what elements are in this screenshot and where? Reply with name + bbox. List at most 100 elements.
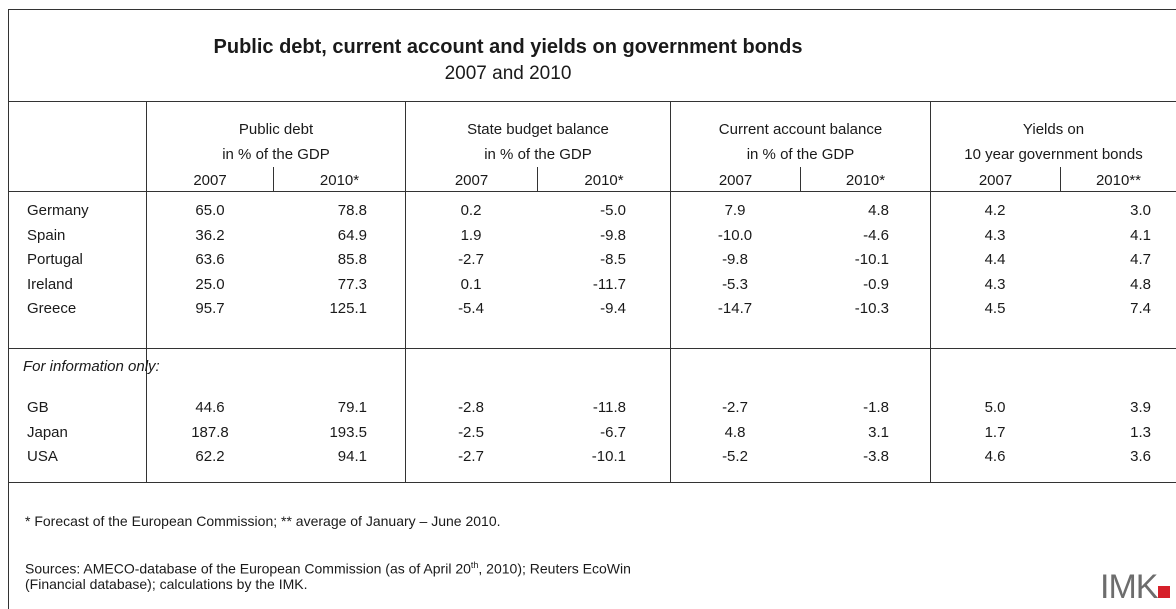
table-cell: 4.5 <box>984 300 1006 317</box>
table-cell: 4.3 <box>984 275 1006 293</box>
table-cell: 25.0 <box>195 275 225 293</box>
table-cell: 4.8 <box>1130 275 1151 293</box>
table-cell: 0.1 <box>460 275 482 293</box>
col-sep-debt <box>405 101 406 482</box>
imk-logo-text: IMK <box>1100 568 1158 606</box>
table-cell: 125.1 <box>329 300 367 317</box>
header-year: 2010* <box>845 172 886 189</box>
table-cell: -5.2 <box>722 448 748 465</box>
header-year: 2007 <box>718 172 753 189</box>
table-cell: -2.7 <box>722 399 748 416</box>
table-cell: 193.5 <box>329 423 367 441</box>
table-cell: -14.7 <box>717 300 753 317</box>
table-cell: 1.7 <box>984 423 1006 441</box>
sources-superscript: th <box>470 560 479 570</box>
table-cell: 4.8 <box>724 423 746 441</box>
table-cell: -10.0 <box>717 226 753 244</box>
table-cell: 64.9 <box>337 226 367 244</box>
country-name: Greece <box>27 300 77 317</box>
imk-logo-red-square <box>1158 586 1171 598</box>
table-cell: -5.0 <box>600 202 626 219</box>
header-year: 2010** <box>1095 172 1142 189</box>
header-year: 2007 <box>193 172 227 189</box>
table-cell: -11.7 <box>592 275 626 293</box>
table-cell: 95.7 <box>195 300 225 317</box>
figure-frame <box>8 9 1176 609</box>
country-name: GB <box>27 399 49 416</box>
table-cell: 3.1 <box>868 423 889 441</box>
table-cell: 44.6 <box>195 399 225 416</box>
table-cell: 4.4 <box>984 251 1006 268</box>
table-cell: 4.1 <box>1130 226 1151 244</box>
table-bottom-rule <box>8 482 1176 483</box>
country-name: Spain <box>27 226 66 244</box>
page-title: Public debt, current account and yields … <box>213 36 803 58</box>
table-cell: 94.1 <box>337 448 367 465</box>
header-line1: Current account balance <box>718 121 883 138</box>
table-cell: 63.6 <box>195 251 225 268</box>
table-cell: -2.7 <box>458 251 484 268</box>
country-name: Portugal <box>27 251 83 268</box>
table-cell: -4.6 <box>863 226 889 244</box>
imk-logo: IMK <box>1100 570 1171 604</box>
table-cell: -1.8 <box>863 399 889 416</box>
table-cell: 7.9 <box>724 202 746 219</box>
table-cell: 4.8 <box>868 202 889 219</box>
sources-text-a: Sources: AMECO-database of the European … <box>25 560 471 577</box>
table-cell: 3.6 <box>1130 448 1151 465</box>
table-cell: 3.9 <box>1130 399 1151 416</box>
table-cell: -10.1 <box>854 251 889 268</box>
table-cell: 3.0 <box>1130 202 1151 219</box>
table-cell: -8.5 <box>600 251 626 268</box>
header-bottom-rule <box>8 191 1176 192</box>
header-year: 2010* <box>319 172 360 189</box>
table-cell: -11.8 <box>592 399 626 416</box>
header-year: 2007 <box>978 172 1013 189</box>
table-cell: 78.8 <box>337 202 367 219</box>
table-cell: 4.3 <box>984 226 1006 244</box>
table-cell: 4.7 <box>1130 251 1151 268</box>
header-line1: Public debt <box>238 121 314 138</box>
table-cell: 1.3 <box>1130 423 1151 441</box>
year-sep-budget <box>537 167 538 191</box>
table-cell: 62.2 <box>195 448 225 465</box>
table-cell: -2.7 <box>458 448 484 465</box>
table-cell: 36.2 <box>195 226 225 244</box>
table-cell: 4.2 <box>984 202 1006 219</box>
table-cell: 85.8 <box>337 251 367 268</box>
year-sep-yields <box>1060 167 1061 191</box>
sources-line-2: (Financial database); calculations by th… <box>25 576 308 592</box>
table-cell: 1.9 <box>460 226 482 244</box>
header-year: 2007 <box>454 172 489 189</box>
header-line2: in % of the GDP <box>222 146 330 163</box>
year-sep-debt <box>273 167 274 191</box>
info-only-label: For information only: <box>23 358 160 375</box>
header-line2: in % of the GDP <box>484 146 592 163</box>
country-name: Japan <box>27 423 68 441</box>
country-name: USA <box>27 448 58 465</box>
sources-text-b: , 2010); Reuters EcoWin <box>478 560 631 577</box>
header-line1: State budget balance <box>467 121 609 138</box>
table-cell: -9.4 <box>600 300 626 317</box>
table-cell: 77.3 <box>337 275 367 293</box>
header-top-rule <box>8 101 1176 102</box>
table-cell: 7.4 <box>1130 300 1151 317</box>
table-cell: -2.5 <box>458 423 484 441</box>
table-cell: -0.9 <box>863 275 889 293</box>
country-name: Ireland <box>27 275 73 293</box>
year-sep-current <box>800 167 801 191</box>
header-year: 2010* <box>584 172 624 189</box>
header-line1: Yields on <box>1022 121 1085 138</box>
header-line2: in % of the GDP <box>746 146 855 163</box>
table-cell: -10.1 <box>591 448 626 465</box>
table-cell: 4.6 <box>984 448 1006 465</box>
footnote: * Forecast of the European Commission; *… <box>25 513 501 529</box>
table-cell: -10.3 <box>854 300 889 317</box>
table-cell: 5.0 <box>984 399 1006 416</box>
sources-line-1: Sources: AMECO-database of the European … <box>25 556 631 578</box>
table-cell: 79.1 <box>337 399 367 416</box>
table-cell: -2.8 <box>458 399 484 416</box>
col-sep-country <box>146 101 147 482</box>
table-cell: 187.8 <box>191 423 229 441</box>
table-cell: -9.8 <box>722 251 748 268</box>
